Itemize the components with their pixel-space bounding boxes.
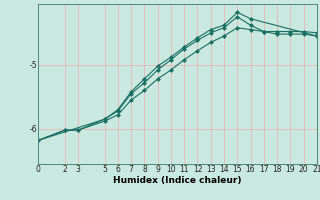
X-axis label: Humidex (Indice chaleur): Humidex (Indice chaleur) bbox=[113, 176, 242, 185]
